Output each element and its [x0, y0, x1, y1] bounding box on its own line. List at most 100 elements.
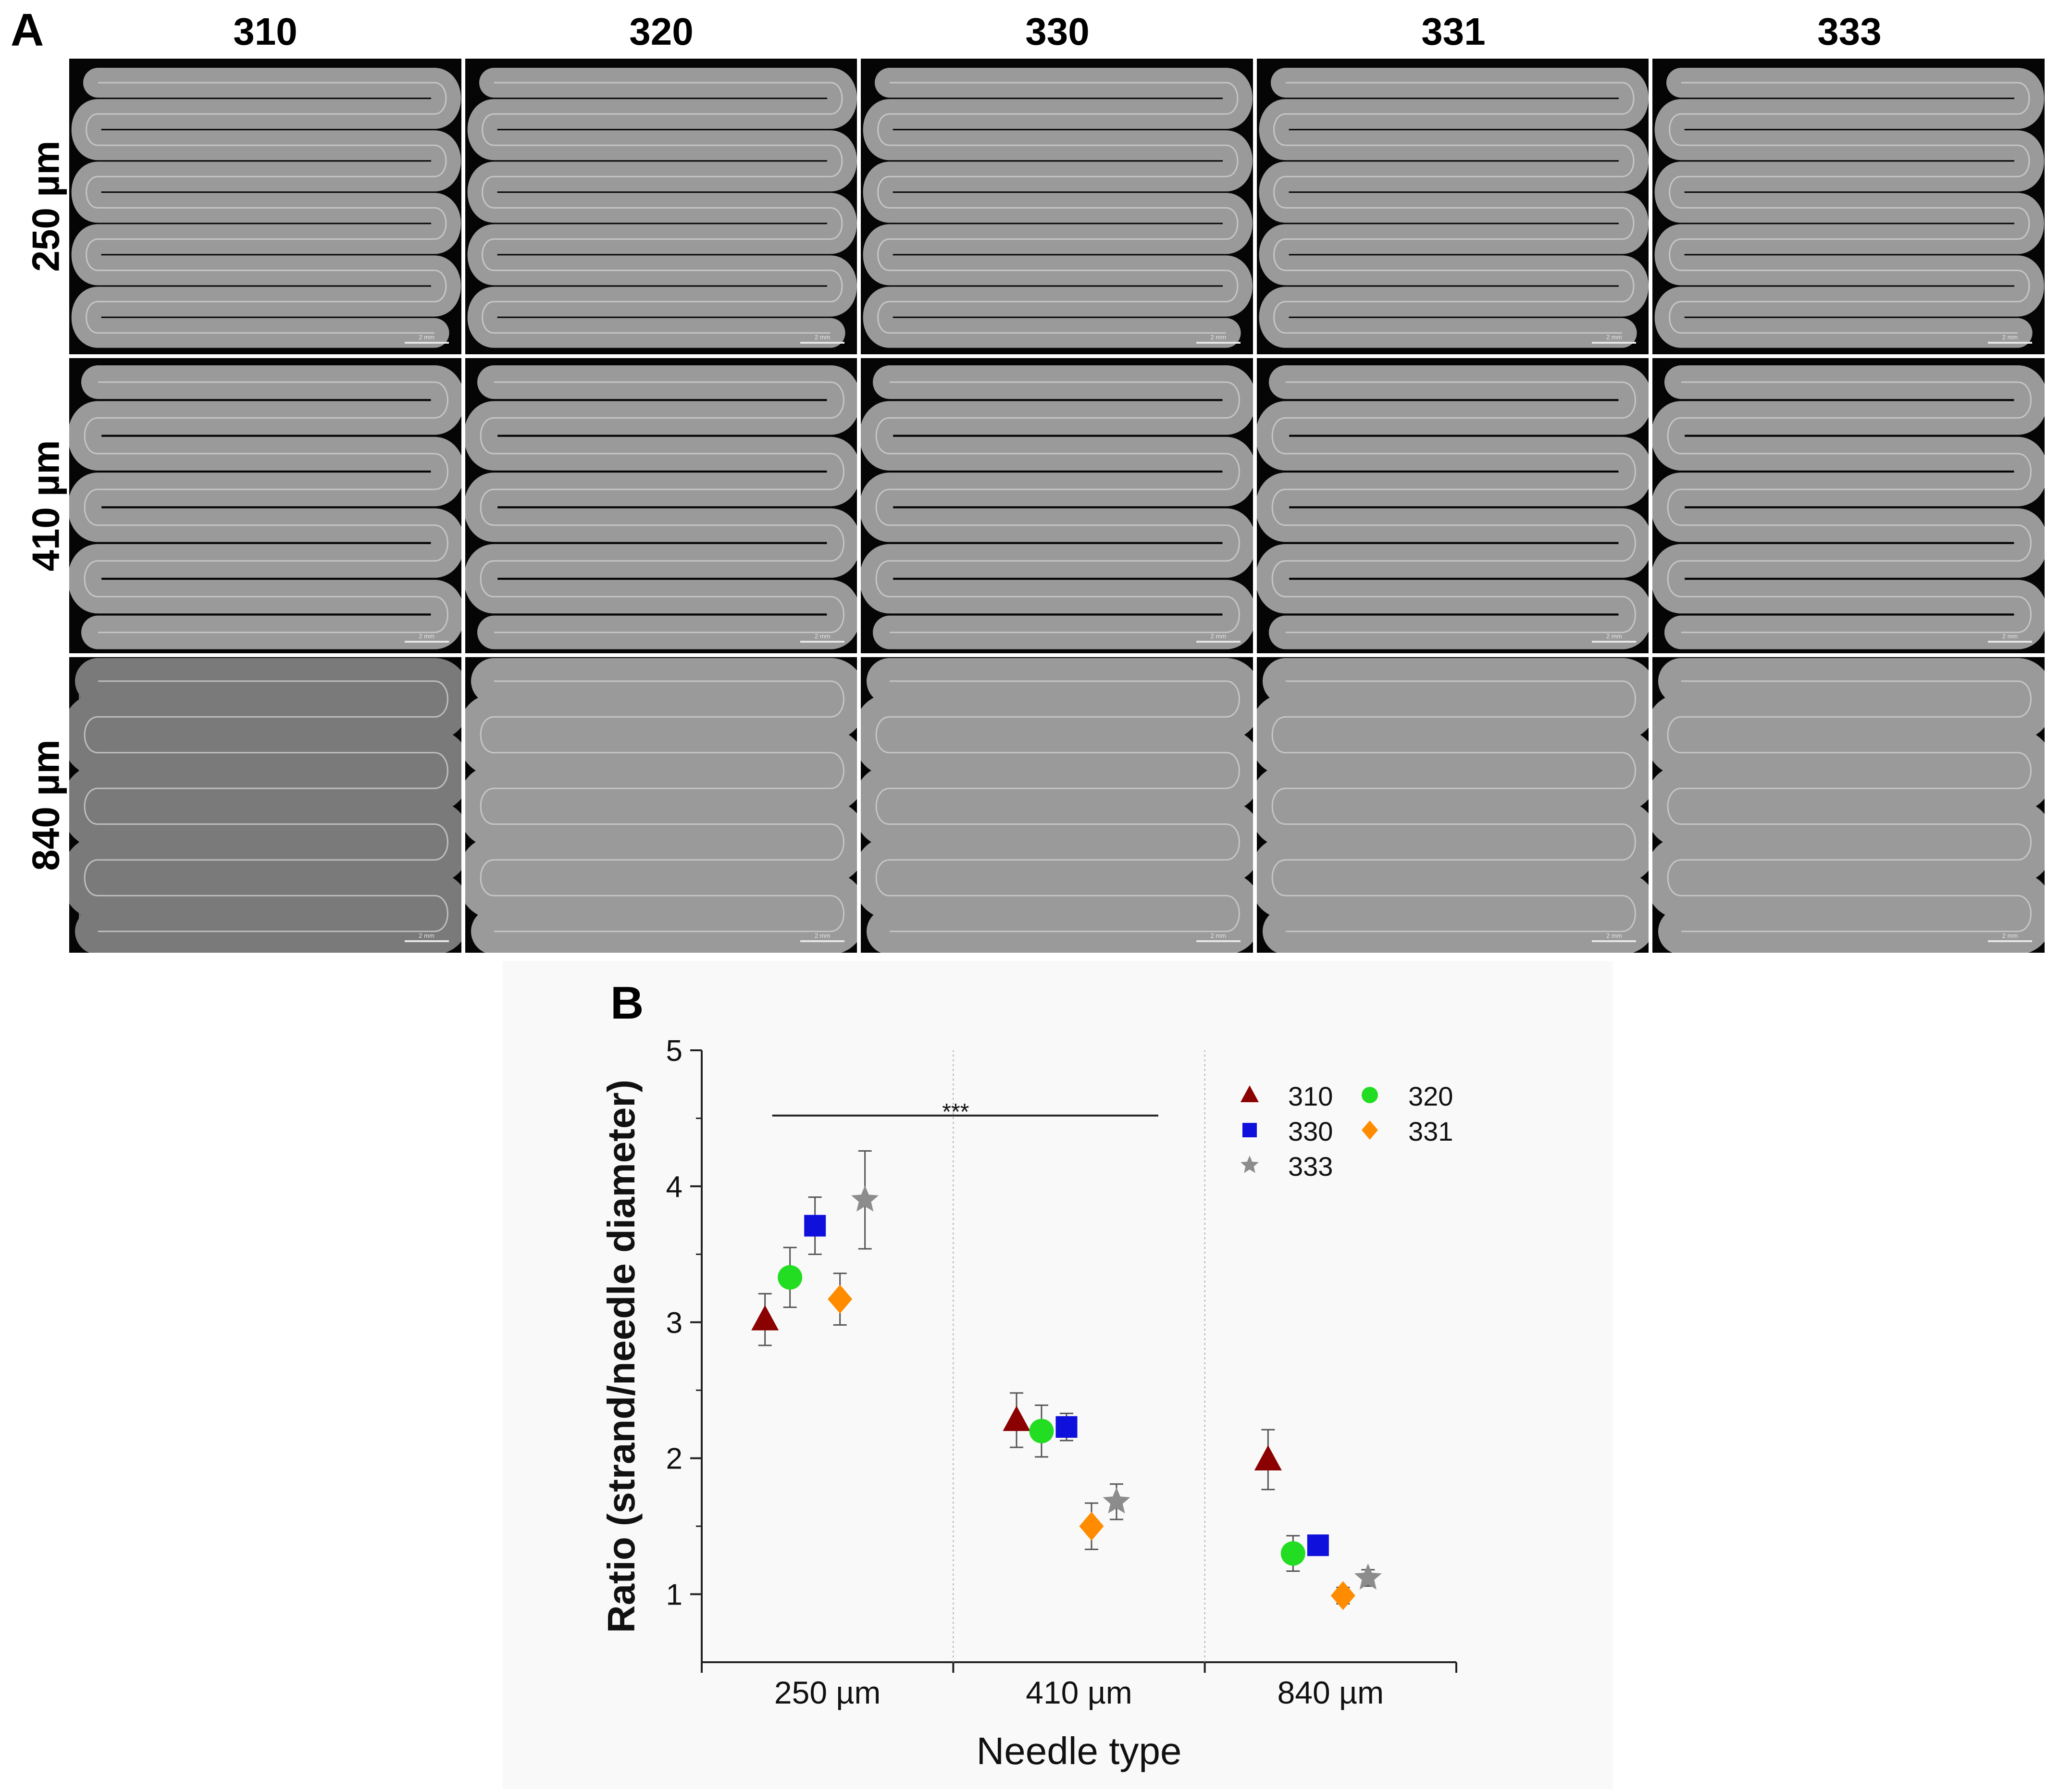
micrograph-330-row1: 2 mm — [861, 59, 1253, 354]
scale-bar: 2 mm — [800, 633, 845, 643]
micrograph-320-row2: 2 mm — [465, 358, 857, 654]
x-category-label: 250 µm — [774, 1675, 881, 1710]
data-point-310 — [1003, 1406, 1030, 1431]
data-point-320 — [1280, 1541, 1305, 1566]
scale-bar-line — [1196, 341, 1241, 344]
strand-pattern-image — [71, 68, 461, 348]
data-point-330 — [804, 1215, 826, 1237]
data-point-331 — [828, 1284, 853, 1314]
column-label-310: 310 — [233, 10, 298, 53]
strand-pattern-image — [465, 658, 857, 953]
micrograph-310-row1: 2 mm — [69, 59, 461, 354]
scale-bar: 2 mm — [1987, 932, 2032, 942]
legend-marker-330 — [1242, 1123, 1257, 1137]
scale-bar-label: 2 mm — [814, 932, 831, 939]
scale-bar-line — [1196, 940, 1241, 942]
micrograph-grid: 2 mm 2 mm 2 mm 2 mm 2 mm 2 mm 2 mm 2 mm 2 mm 2 mm… — [69, 59, 2045, 953]
column-label-320: 320 — [629, 10, 694, 53]
scale-bar-line — [1987, 341, 2032, 344]
scale-bar-label: 2 mm — [1606, 333, 1622, 341]
data-point-333 — [1103, 1487, 1130, 1514]
micrograph-331-row1: 2 mm — [1256, 59, 1649, 354]
data-point-310 — [751, 1305, 779, 1331]
strand-pattern-image — [69, 365, 461, 649]
data-point-310 — [1254, 1445, 1282, 1470]
scale-bar: 2 mm — [1196, 334, 1241, 344]
scale-bar-label: 2 mm — [2002, 932, 2018, 939]
micrograph-333-row3: 2 mm — [1652, 657, 2045, 953]
strand-pattern-image — [1256, 365, 1649, 649]
scale-bar-label: 2 mm — [2002, 333, 2018, 341]
y-axis-title: Ratio (strand/needle diameter) — [600, 1080, 643, 1633]
scale-bar-label: 2 mm — [419, 633, 434, 640]
data-point-320 — [1029, 1419, 1054, 1444]
legend-label-330: 330 — [1288, 1116, 1333, 1146]
y-tick-label: 4 — [666, 1170, 682, 1204]
scale-bar-label: 2 mm — [1210, 633, 1227, 640]
micrograph-310-row3: 2 mm — [69, 657, 461, 953]
micrograph-320-row1: 2 mm — [465, 59, 857, 354]
strand-pattern-image — [69, 658, 461, 953]
scale-bar-line — [1987, 641, 2032, 643]
data-point-330 — [1055, 1416, 1078, 1438]
strand-pattern-image — [861, 658, 1253, 953]
data-point-331 — [1079, 1512, 1104, 1541]
scale-bar-line — [404, 641, 449, 643]
scale-bar-line — [1592, 341, 1637, 344]
panel-b-letter: B — [610, 977, 644, 1029]
scale-bar: 2 mm — [1196, 633, 1241, 643]
strand-pattern-image — [467, 68, 857, 348]
strand-pattern-image — [1652, 365, 2045, 649]
strand-pattern-image — [861, 365, 1253, 649]
scale-bar-label: 2 mm — [814, 333, 831, 341]
strand-pattern-image — [1655, 68, 2045, 348]
scale-bar-line — [800, 641, 845, 643]
y-tick-label: 1 — [666, 1579, 682, 1612]
micrograph-333-row2: 2 mm — [1652, 358, 2045, 654]
scale-bar-line — [1196, 641, 1241, 643]
micrograph-310-row2: 2 mm — [69, 358, 461, 654]
legend-marker-320 — [1362, 1087, 1378, 1103]
micrograph-320-row3: 2 mm — [465, 657, 857, 953]
x-category-label: 410 µm — [1026, 1675, 1132, 1710]
scale-bar-line — [404, 341, 449, 344]
scale-bar: 2 mm — [1196, 932, 1241, 942]
scale-bar-line — [1592, 641, 1637, 643]
scale-bar-label: 2 mm — [2002, 633, 2018, 640]
strand-pattern-image — [1259, 68, 1649, 348]
legend-label-331: 331 — [1408, 1116, 1453, 1146]
strand-pattern-image — [1652, 658, 2045, 953]
scale-bar: 2 mm — [800, 932, 845, 942]
scale-bar: 2 mm — [1987, 333, 2032, 344]
legend-label-333: 333 — [1288, 1151, 1333, 1182]
scale-bar: 2 mm — [404, 633, 449, 643]
micrograph-330-row3: 2 mm — [861, 657, 1253, 953]
data-point-330 — [1307, 1534, 1329, 1556]
x-axis-title: Needle type — [977, 1730, 1182, 1772]
strand-pattern-image — [863, 68, 1253, 348]
scale-bar: 2 mm — [404, 932, 449, 942]
micrograph-331-row3: 2 mm — [1256, 657, 1649, 953]
scale-bar-label: 2 mm — [1210, 932, 1227, 939]
significance-stars: *** — [942, 1099, 969, 1125]
legend-label-310: 310 — [1288, 1081, 1333, 1111]
scale-bar-label: 2 mm — [1606, 633, 1622, 640]
scale-bar-label: 2 mm — [419, 932, 434, 939]
y-tick-label: 5 — [666, 1034, 682, 1068]
micrograph-333-row1: 2 mm — [1652, 59, 2045, 354]
column-label-333: 333 — [1817, 10, 1882, 53]
scale-bar: 2 mm — [800, 333, 845, 344]
scale-bar-line — [1592, 940, 1637, 942]
legend-marker-333 — [1241, 1156, 1259, 1173]
data-point-331 — [1330, 1581, 1355, 1610]
scale-bar-label: 2 mm — [814, 633, 831, 640]
panel-b-background — [503, 961, 1613, 1789]
column-label-330: 330 — [1025, 10, 1090, 53]
scale-bar: 2 mm — [404, 334, 449, 344]
scale-bar: 2 mm — [1987, 633, 2032, 643]
scale-bar: 2 mm — [1592, 333, 1637, 344]
strand-pattern-image — [1256, 658, 1649, 953]
data-point-333 — [1354, 1563, 1382, 1590]
micrograph-330-row2: 2 mm — [861, 358, 1253, 654]
